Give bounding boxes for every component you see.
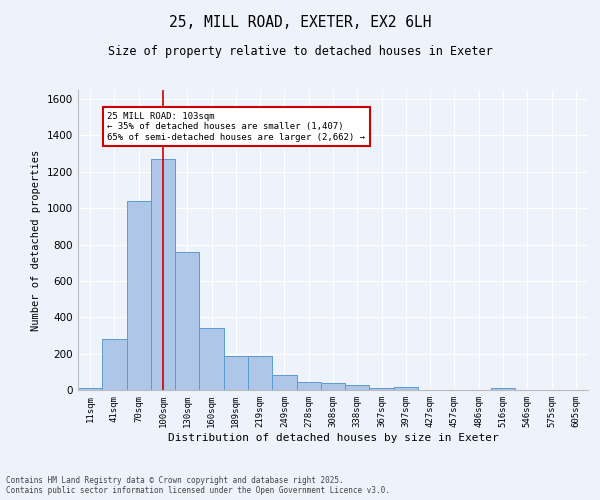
Bar <box>248 356 272 390</box>
Text: Size of property relative to detached houses in Exeter: Size of property relative to detached ho… <box>107 45 493 58</box>
Bar <box>345 386 370 390</box>
Bar <box>224 356 248 390</box>
Bar <box>272 376 296 390</box>
Bar <box>78 388 102 390</box>
Text: Contains HM Land Registry data © Crown copyright and database right 2025.
Contai: Contains HM Land Registry data © Crown c… <box>6 476 390 495</box>
Bar <box>175 252 199 390</box>
Bar <box>151 159 175 390</box>
Bar <box>394 388 418 390</box>
X-axis label: Distribution of detached houses by size in Exeter: Distribution of detached houses by size … <box>167 432 499 442</box>
Bar <box>127 201 151 390</box>
Bar <box>296 382 321 390</box>
Bar <box>370 388 394 390</box>
Bar <box>199 328 224 390</box>
Text: 25, MILL ROAD, EXETER, EX2 6LH: 25, MILL ROAD, EXETER, EX2 6LH <box>169 15 431 30</box>
Bar <box>491 388 515 390</box>
Bar <box>102 339 127 390</box>
Y-axis label: Number of detached properties: Number of detached properties <box>31 150 41 330</box>
Bar <box>321 383 345 390</box>
Text: 25 MILL ROAD: 103sqm
← 35% of detached houses are smaller (1,407)
65% of semi-de: 25 MILL ROAD: 103sqm ← 35% of detached h… <box>107 112 365 142</box>
